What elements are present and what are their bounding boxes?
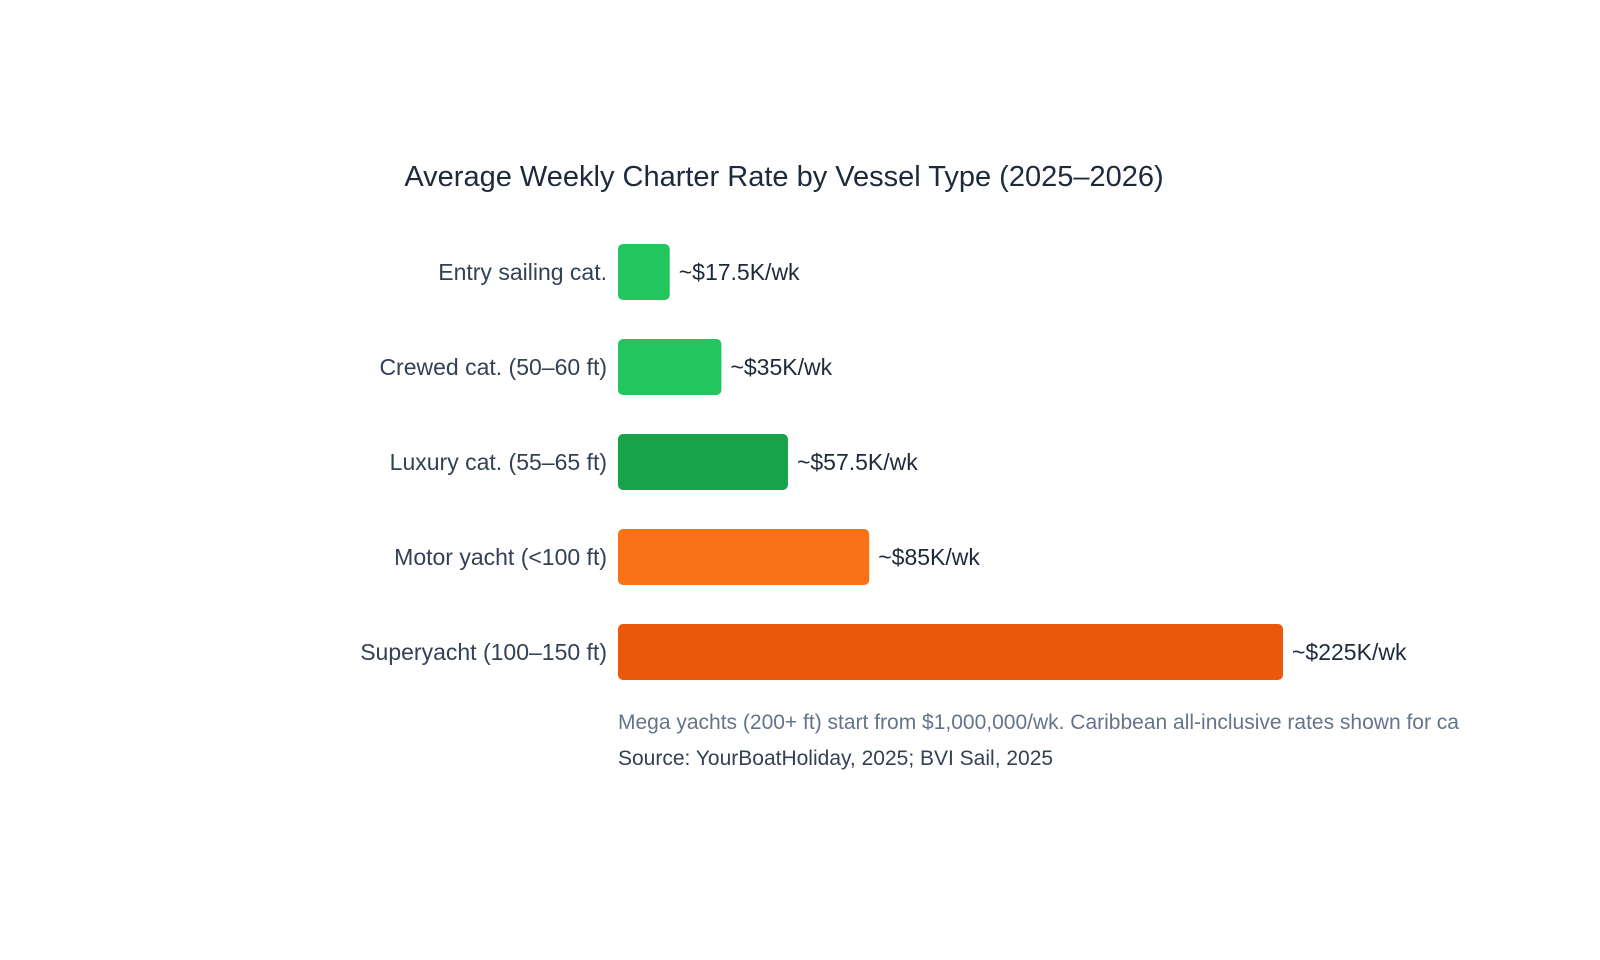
bar xyxy=(618,624,1283,680)
data-label: ~$85K/wk xyxy=(878,544,980,570)
data-label: ~$225K/wk xyxy=(1292,639,1407,665)
bar xyxy=(618,244,670,300)
data-label: ~$57.5K/wk xyxy=(797,449,918,475)
category-label: Motor yacht (<100 ft) xyxy=(394,544,607,570)
chart-title: Average Weekly Charter Rate by Vessel Ty… xyxy=(404,161,1163,193)
bar xyxy=(618,339,722,395)
source-note: Source: YourBoatHoliday, 2025; BVI Sail,… xyxy=(618,747,1054,770)
footnote: Mega yachts (200+ ft) start from $1,000,… xyxy=(618,711,1459,734)
bar xyxy=(618,434,788,490)
category-label: Crewed cat. (50–60 ft) xyxy=(379,354,607,380)
category-label: Entry sailing cat. xyxy=(438,259,607,285)
data-label: ~$35K/wk xyxy=(730,354,832,380)
bar xyxy=(618,529,870,585)
category-label: Luxury cat. (55–65 ft) xyxy=(390,449,607,475)
data-label: ~$17.5K/wk xyxy=(679,259,800,285)
category-label: Superyacht (100–150 ft) xyxy=(360,639,607,665)
